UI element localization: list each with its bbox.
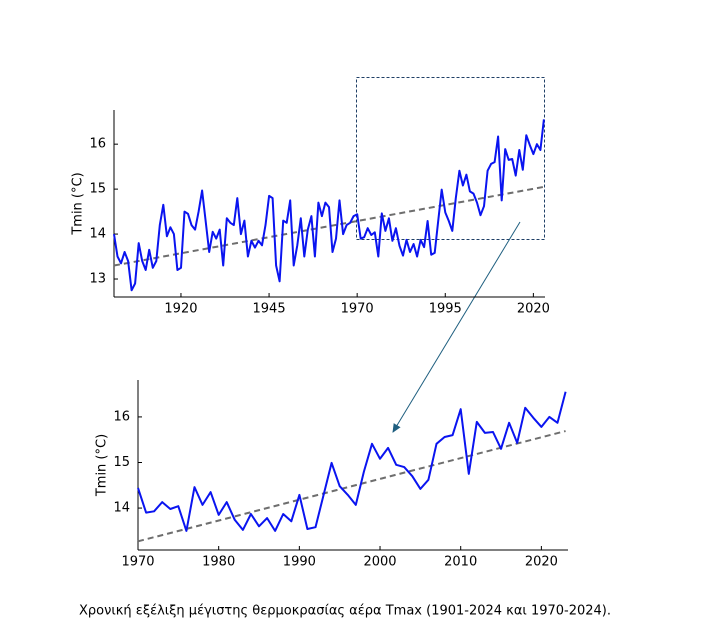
x-tick-label: 2020 <box>517 302 550 317</box>
x-tick-label: 1920 <box>164 302 197 317</box>
y-tick-label: 16 <box>113 409 130 424</box>
data-line <box>137 391 567 532</box>
y-tick-label: 15 <box>113 455 130 470</box>
caption: Χρονική εξέλιξη μέγιστης θερμοκρασίας αέ… <box>79 604 611 619</box>
y-axis-label: Tmin (°C) <box>71 172 86 235</box>
x-tick-label: 2000 <box>363 555 396 570</box>
x-tick-label: 2020 <box>525 555 558 570</box>
x-tick-label: 1970 <box>341 302 374 317</box>
x-tick-label: 2010 <box>444 555 477 570</box>
data-line <box>113 119 545 292</box>
y-tick-label: 16 <box>89 137 106 152</box>
x-tick-label: 1980 <box>202 555 235 570</box>
x-tick-label: 1990 <box>283 555 316 570</box>
x-tick-label: 1945 <box>253 302 286 317</box>
trend-line <box>137 430 566 543</box>
trend-line <box>113 185 545 267</box>
y-tick-label: 14 <box>89 227 106 242</box>
y-axis-label: Tmin (°C) <box>95 434 110 497</box>
y-tick-label: 13 <box>89 272 106 287</box>
zoom-arrow <box>392 221 521 433</box>
y-tick-label: 15 <box>89 182 106 197</box>
y-tick-label: 14 <box>113 501 130 516</box>
x-tick-label: 1970 <box>121 555 154 570</box>
x-tick-label: 1995 <box>429 302 462 317</box>
